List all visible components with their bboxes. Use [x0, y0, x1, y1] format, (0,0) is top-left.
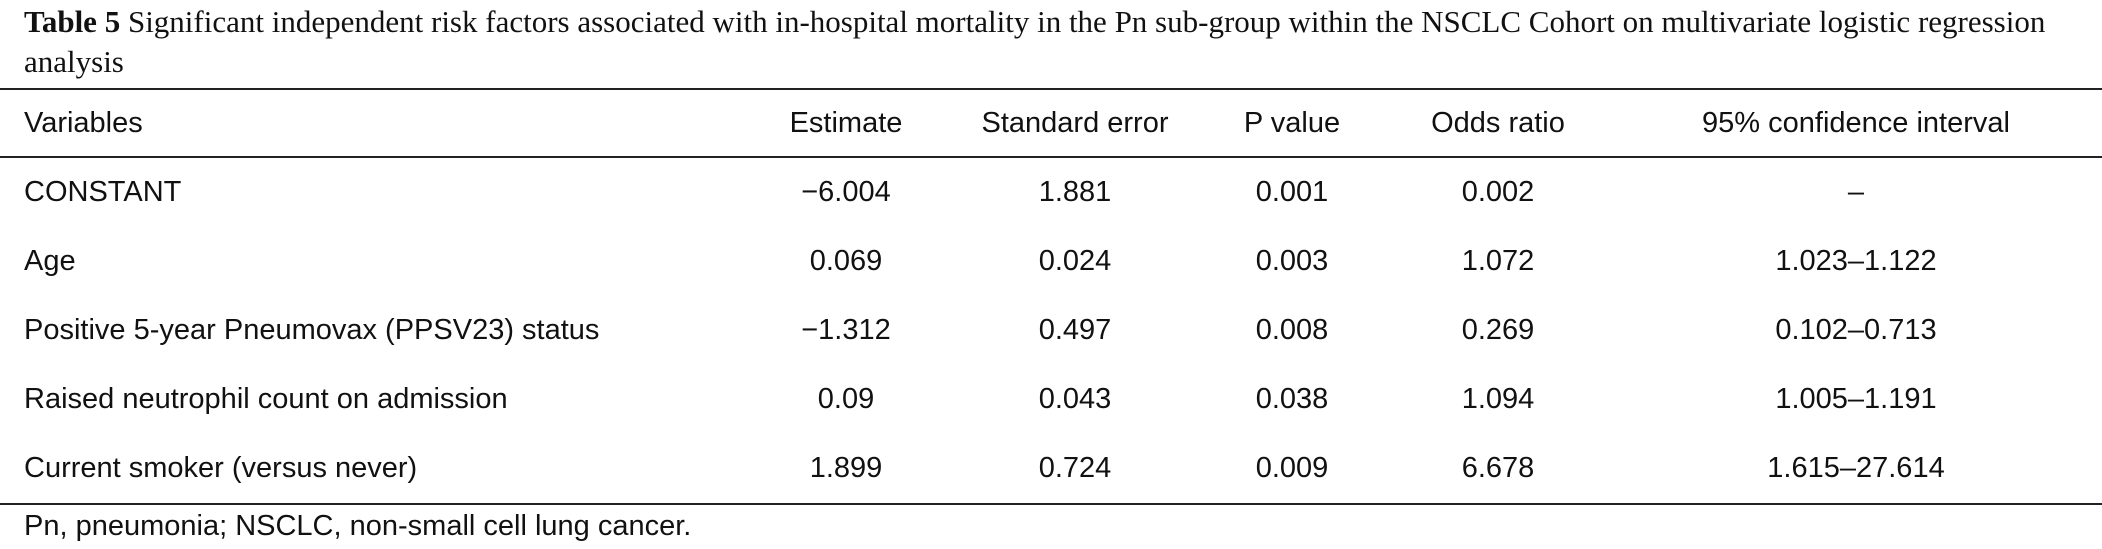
- header-variables: Variables: [0, 88, 740, 158]
- cell-variable: CONSTANT: [24, 176, 182, 208]
- header-standard-error: Standard error: [952, 88, 1198, 158]
- cell-confidence-interval: –: [1847, 176, 1865, 208]
- cell-standard-error: 0.724: [952, 434, 1198, 505]
- cell-standard-error: 0.497: [1038, 314, 1112, 346]
- cell-odds-ratio: 1.072: [1461, 245, 1535, 277]
- table-row: Age 0.069 0.024 0.003 1.072 1.023–1.122: [0, 227, 2102, 296]
- cell-confidence-interval: 1.615–27.614: [1610, 434, 2102, 505]
- cell-estimate: −6.004: [801, 176, 891, 208]
- header-estimate: Estimate: [740, 88, 952, 158]
- header-p-value: P value: [1198, 88, 1386, 158]
- cell-variable: Age: [24, 245, 76, 277]
- cell-odds-ratio: 6.678: [1386, 434, 1610, 505]
- table-row: CONSTANT −6.004 1.881 0.001 0.002 –: [0, 157, 2102, 227]
- cell-variable: Positive 5-year Pneumovax (PPSV23) statu…: [24, 314, 600, 346]
- header-confidence-interval: 95% confidence interval: [1610, 88, 2102, 158]
- cell-p-value: 0.003: [1255, 245, 1329, 277]
- cell-estimate: −1.312: [801, 314, 891, 346]
- data-table: Variables Estimate Standard error P valu…: [0, 88, 2102, 505]
- cell-odds-ratio: 0.002: [1461, 176, 1535, 208]
- table-caption-text: Significant independent risk factors ass…: [24, 4, 2046, 79]
- cell-odds-ratio: 1.094: [1461, 383, 1535, 415]
- cell-confidence-interval: 1.005–1.191: [1775, 383, 1937, 415]
- cell-estimate: 1.899: [740, 434, 952, 505]
- cell-standard-error: 0.043: [1038, 383, 1112, 415]
- table-row: Positive 5-year Pneumovax (PPSV23) statu…: [0, 296, 2102, 365]
- cell-estimate: 0.09: [817, 383, 875, 415]
- cell-confidence-interval: 0.102–0.713: [1775, 314, 1937, 346]
- table-footnote: Pn, pneumonia; NSCLC, non-small cell lun…: [24, 510, 692, 542]
- table-caption-label: Table 5: [24, 4, 121, 39]
- table-row: Raised neutrophil count on admission 0.0…: [0, 365, 2102, 434]
- table-caption: Table 5 Significant independent risk fac…: [24, 2, 2084, 82]
- header-row: Variables Estimate Standard error P valu…: [0, 88, 2102, 158]
- cell-standard-error: 1.881: [1038, 176, 1112, 208]
- cell-variable: Current smoker (versus never): [0, 434, 740, 505]
- cell-p-value: 0.038: [1255, 383, 1329, 415]
- cell-confidence-interval: 1.023–1.122: [1775, 245, 1937, 277]
- cell-estimate: 0.069: [809, 245, 883, 277]
- cell-variable: Raised neutrophil count on admission: [24, 383, 508, 415]
- cell-standard-error: 0.024: [1038, 245, 1112, 277]
- cell-odds-ratio: 0.269: [1461, 314, 1535, 346]
- header-odds-ratio: Odds ratio: [1386, 88, 1610, 158]
- cell-p-value: 0.001: [1255, 176, 1329, 208]
- cell-p-value: 0.008: [1255, 314, 1329, 346]
- table-header: Variables Estimate Standard error P valu…: [0, 88, 2102, 158]
- cell-p-value: 0.009: [1198, 434, 1386, 505]
- table-body: CONSTANT −6.004 1.881 0.001 0.002 – Age …: [0, 157, 2102, 505]
- table-row: Current smoker (versus never) 1.899 0.72…: [0, 434, 2102, 505]
